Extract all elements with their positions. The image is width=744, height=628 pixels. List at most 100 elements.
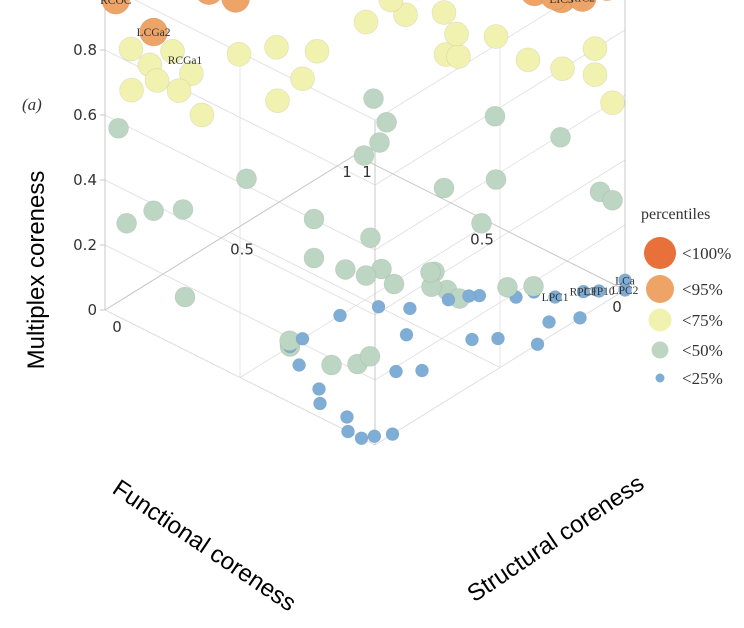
data-point xyxy=(334,259,356,280)
box-edge xyxy=(104,154,356,311)
data-point xyxy=(444,21,469,47)
data-point xyxy=(385,427,400,442)
z-axis-title: Multiplex coreness xyxy=(23,171,50,370)
point-label: RCOC xyxy=(100,0,132,7)
data-point xyxy=(119,77,145,103)
data-point xyxy=(378,0,404,13)
data-point xyxy=(573,310,587,325)
z-tick-label: 0.2 xyxy=(73,236,97,254)
legend-label: <25% xyxy=(682,369,723,388)
panel-label: (a) xyxy=(22,95,42,114)
data-point xyxy=(550,126,571,148)
data-point xyxy=(393,2,418,28)
data-point xyxy=(265,88,290,114)
data-point xyxy=(497,276,518,298)
data-point xyxy=(548,290,562,304)
data-point xyxy=(485,169,507,190)
x-tick-label: 1 xyxy=(362,163,372,181)
data-point xyxy=(582,62,608,87)
point-label: RPC1 xyxy=(570,287,598,299)
data-point xyxy=(522,0,547,7)
data-point xyxy=(143,200,165,222)
data-point xyxy=(389,364,403,379)
data-point xyxy=(313,396,327,411)
z-tick-label: 0 xyxy=(87,301,97,319)
y-axis-title: Functional coreness xyxy=(108,475,301,617)
data-point xyxy=(139,17,169,47)
data-point xyxy=(363,88,384,109)
data-point xyxy=(178,61,204,87)
point-label: LCGa2 xyxy=(137,27,171,39)
x-axis-title: Structural coreness xyxy=(463,470,650,608)
data-point xyxy=(118,36,144,62)
data-point xyxy=(568,0,597,12)
data-point xyxy=(465,332,479,347)
data-point xyxy=(542,315,556,329)
data-point xyxy=(367,429,382,444)
data-point xyxy=(359,227,381,249)
data-point xyxy=(295,331,310,346)
legend: percentiles <100% <95% <75% <50% <25% xyxy=(641,206,731,388)
data-point xyxy=(221,0,250,13)
data-point xyxy=(600,90,625,116)
data-point xyxy=(174,286,196,308)
data-point xyxy=(431,0,457,25)
data-point xyxy=(236,168,257,190)
data-point xyxy=(359,345,381,367)
data-point xyxy=(333,308,347,323)
data-point xyxy=(618,273,632,288)
data-point xyxy=(523,275,544,297)
data-points xyxy=(101,0,632,446)
z-tick-label: 0.4 xyxy=(73,171,97,189)
data-point xyxy=(172,199,194,220)
data-point xyxy=(340,410,354,424)
data-point xyxy=(341,424,355,439)
point-label: RCGa1 xyxy=(168,55,203,67)
data-point xyxy=(353,145,375,166)
data-point xyxy=(108,117,129,139)
data-point xyxy=(550,56,575,82)
data-point xyxy=(433,177,455,199)
point-label: LPC2 xyxy=(612,285,639,297)
data-point xyxy=(491,331,505,346)
point-label: RIC1 xyxy=(542,0,567,3)
data-point xyxy=(321,354,342,376)
data-point xyxy=(160,38,185,64)
data-point xyxy=(304,38,330,64)
data-point xyxy=(101,0,131,15)
data-point xyxy=(484,105,506,127)
legend-title: percentiles xyxy=(641,206,710,223)
point-label: LCa xyxy=(615,275,635,287)
data-point xyxy=(312,382,326,396)
y-tick-label: 1 xyxy=(342,163,352,181)
data-point xyxy=(402,301,417,316)
data-point xyxy=(471,212,492,234)
legend-label: <95% xyxy=(682,280,723,299)
data-point xyxy=(399,327,414,342)
z-tick-label: 0.8 xyxy=(73,41,97,59)
data-point xyxy=(483,24,509,49)
data-point xyxy=(441,292,456,307)
legend-label: <75% xyxy=(682,311,723,330)
legend-swatch xyxy=(644,237,676,269)
legend-swatch xyxy=(651,341,669,359)
data-point xyxy=(540,0,569,11)
data-point xyxy=(530,337,545,352)
data-point xyxy=(264,34,289,60)
point-label: LIC3 xyxy=(549,0,574,6)
data-point xyxy=(292,358,307,372)
data-point xyxy=(602,189,623,211)
data-point xyxy=(601,0,613,2)
grid-layer xyxy=(100,0,626,446)
data-point xyxy=(515,47,541,73)
data-point xyxy=(371,299,386,314)
x-tick-label: 0.5 xyxy=(230,241,254,259)
legend-swatch xyxy=(655,373,665,383)
data-point xyxy=(355,265,377,286)
data-point xyxy=(446,44,471,69)
x-tick-label: 0 xyxy=(112,318,122,336)
y-tick-label: 0 xyxy=(612,298,622,316)
data-point xyxy=(383,273,405,295)
data-point xyxy=(376,111,398,133)
